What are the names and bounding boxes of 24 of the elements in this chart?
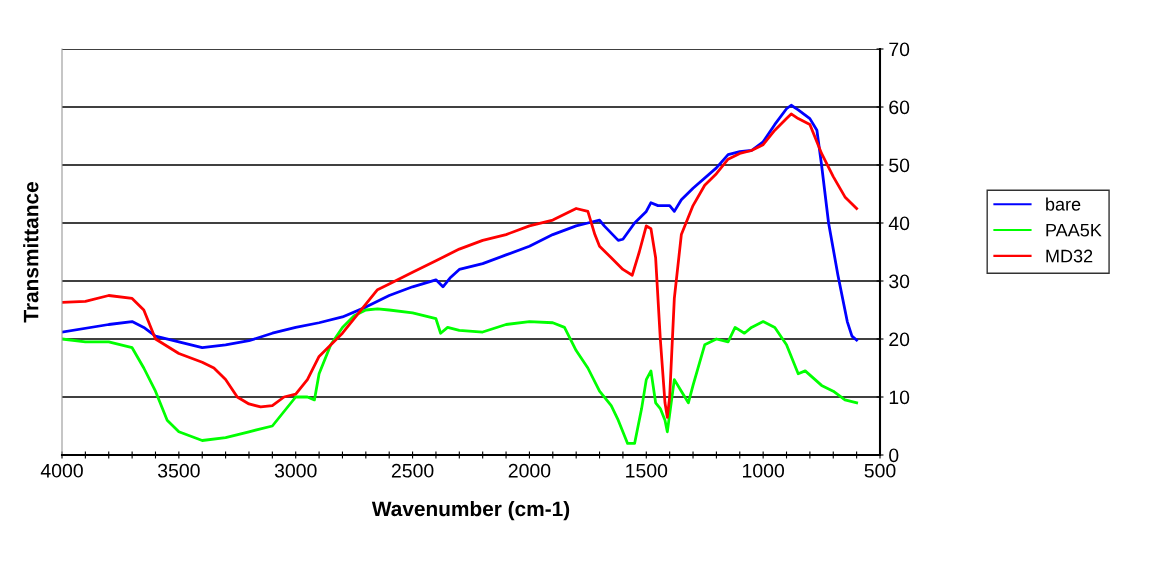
x-tick-label: 1500 bbox=[626, 463, 668, 478]
y-tick-label: 30 bbox=[889, 274, 910, 289]
x-tick-label: 500 bbox=[864, 463, 896, 478]
line-series bbox=[62, 307, 859, 445]
x-tick-label: 3500 bbox=[157, 463, 200, 478]
y-tick-label: 40 bbox=[888, 216, 910, 231]
x-tick-label: 3000 bbox=[274, 463, 317, 478]
legend-label: bare bbox=[1046, 197, 1081, 211]
legend-label: MD32 bbox=[1046, 249, 1093, 263]
y-tick-label: 70 bbox=[889, 42, 910, 57]
x-tick-label: 4000 bbox=[40, 463, 83, 478]
y-tick-label: 50 bbox=[889, 158, 910, 173]
y-tick-label: 10 bbox=[889, 390, 910, 405]
legend-label: PAA5K bbox=[1046, 223, 1102, 237]
line-series bbox=[62, 112, 859, 419]
x-axis-title: Wavenumber (cm-1) bbox=[371, 500, 570, 521]
y-tick-label: 60 bbox=[889, 100, 910, 115]
x-tick-label: 2500 bbox=[391, 463, 434, 478]
line-series bbox=[62, 103, 859, 350]
y-tick-label: 0 bbox=[889, 448, 899, 463]
x-tick-label: 1000 bbox=[743, 463, 785, 478]
y-tick-label: 20 bbox=[889, 332, 910, 347]
x-tick-label: 2000 bbox=[508, 463, 551, 478]
y-axis-title: Transmittance bbox=[23, 182, 39, 323]
